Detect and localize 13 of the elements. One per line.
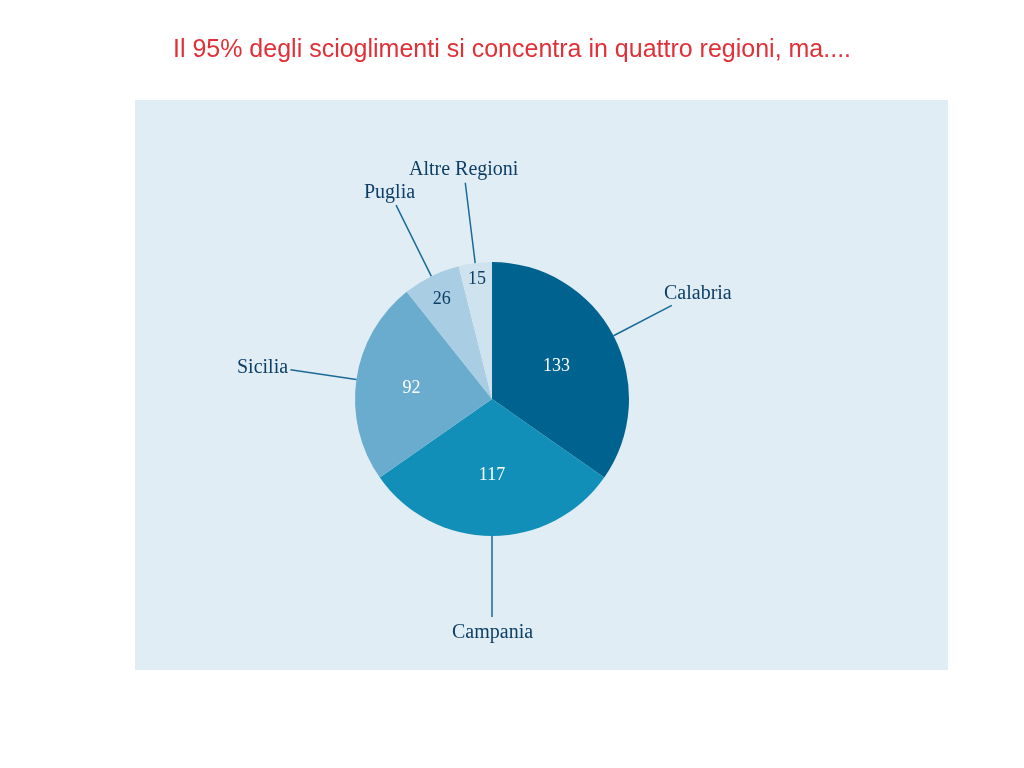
slice-label: Sicilia [237, 355, 289, 377]
pie-slice [458, 262, 492, 399]
slice-label: Calabria [664, 281, 732, 303]
data-label: 15 [468, 267, 487, 288]
pie-slice [379, 399, 605, 536]
data-label: 117 [478, 464, 506, 485]
slice-label: Puglia [364, 180, 416, 203]
data-label: 92 [402, 377, 421, 398]
chart-title: Il 95% degli scioglimenti si concentra in quattro regioni, ma.... [172, 33, 852, 62]
slice-label: Altre Regioni [409, 157, 519, 180]
data-label: 133 [542, 355, 570, 376]
slice-label: Campania [452, 620, 534, 643]
data-label: 26 [432, 287, 451, 308]
